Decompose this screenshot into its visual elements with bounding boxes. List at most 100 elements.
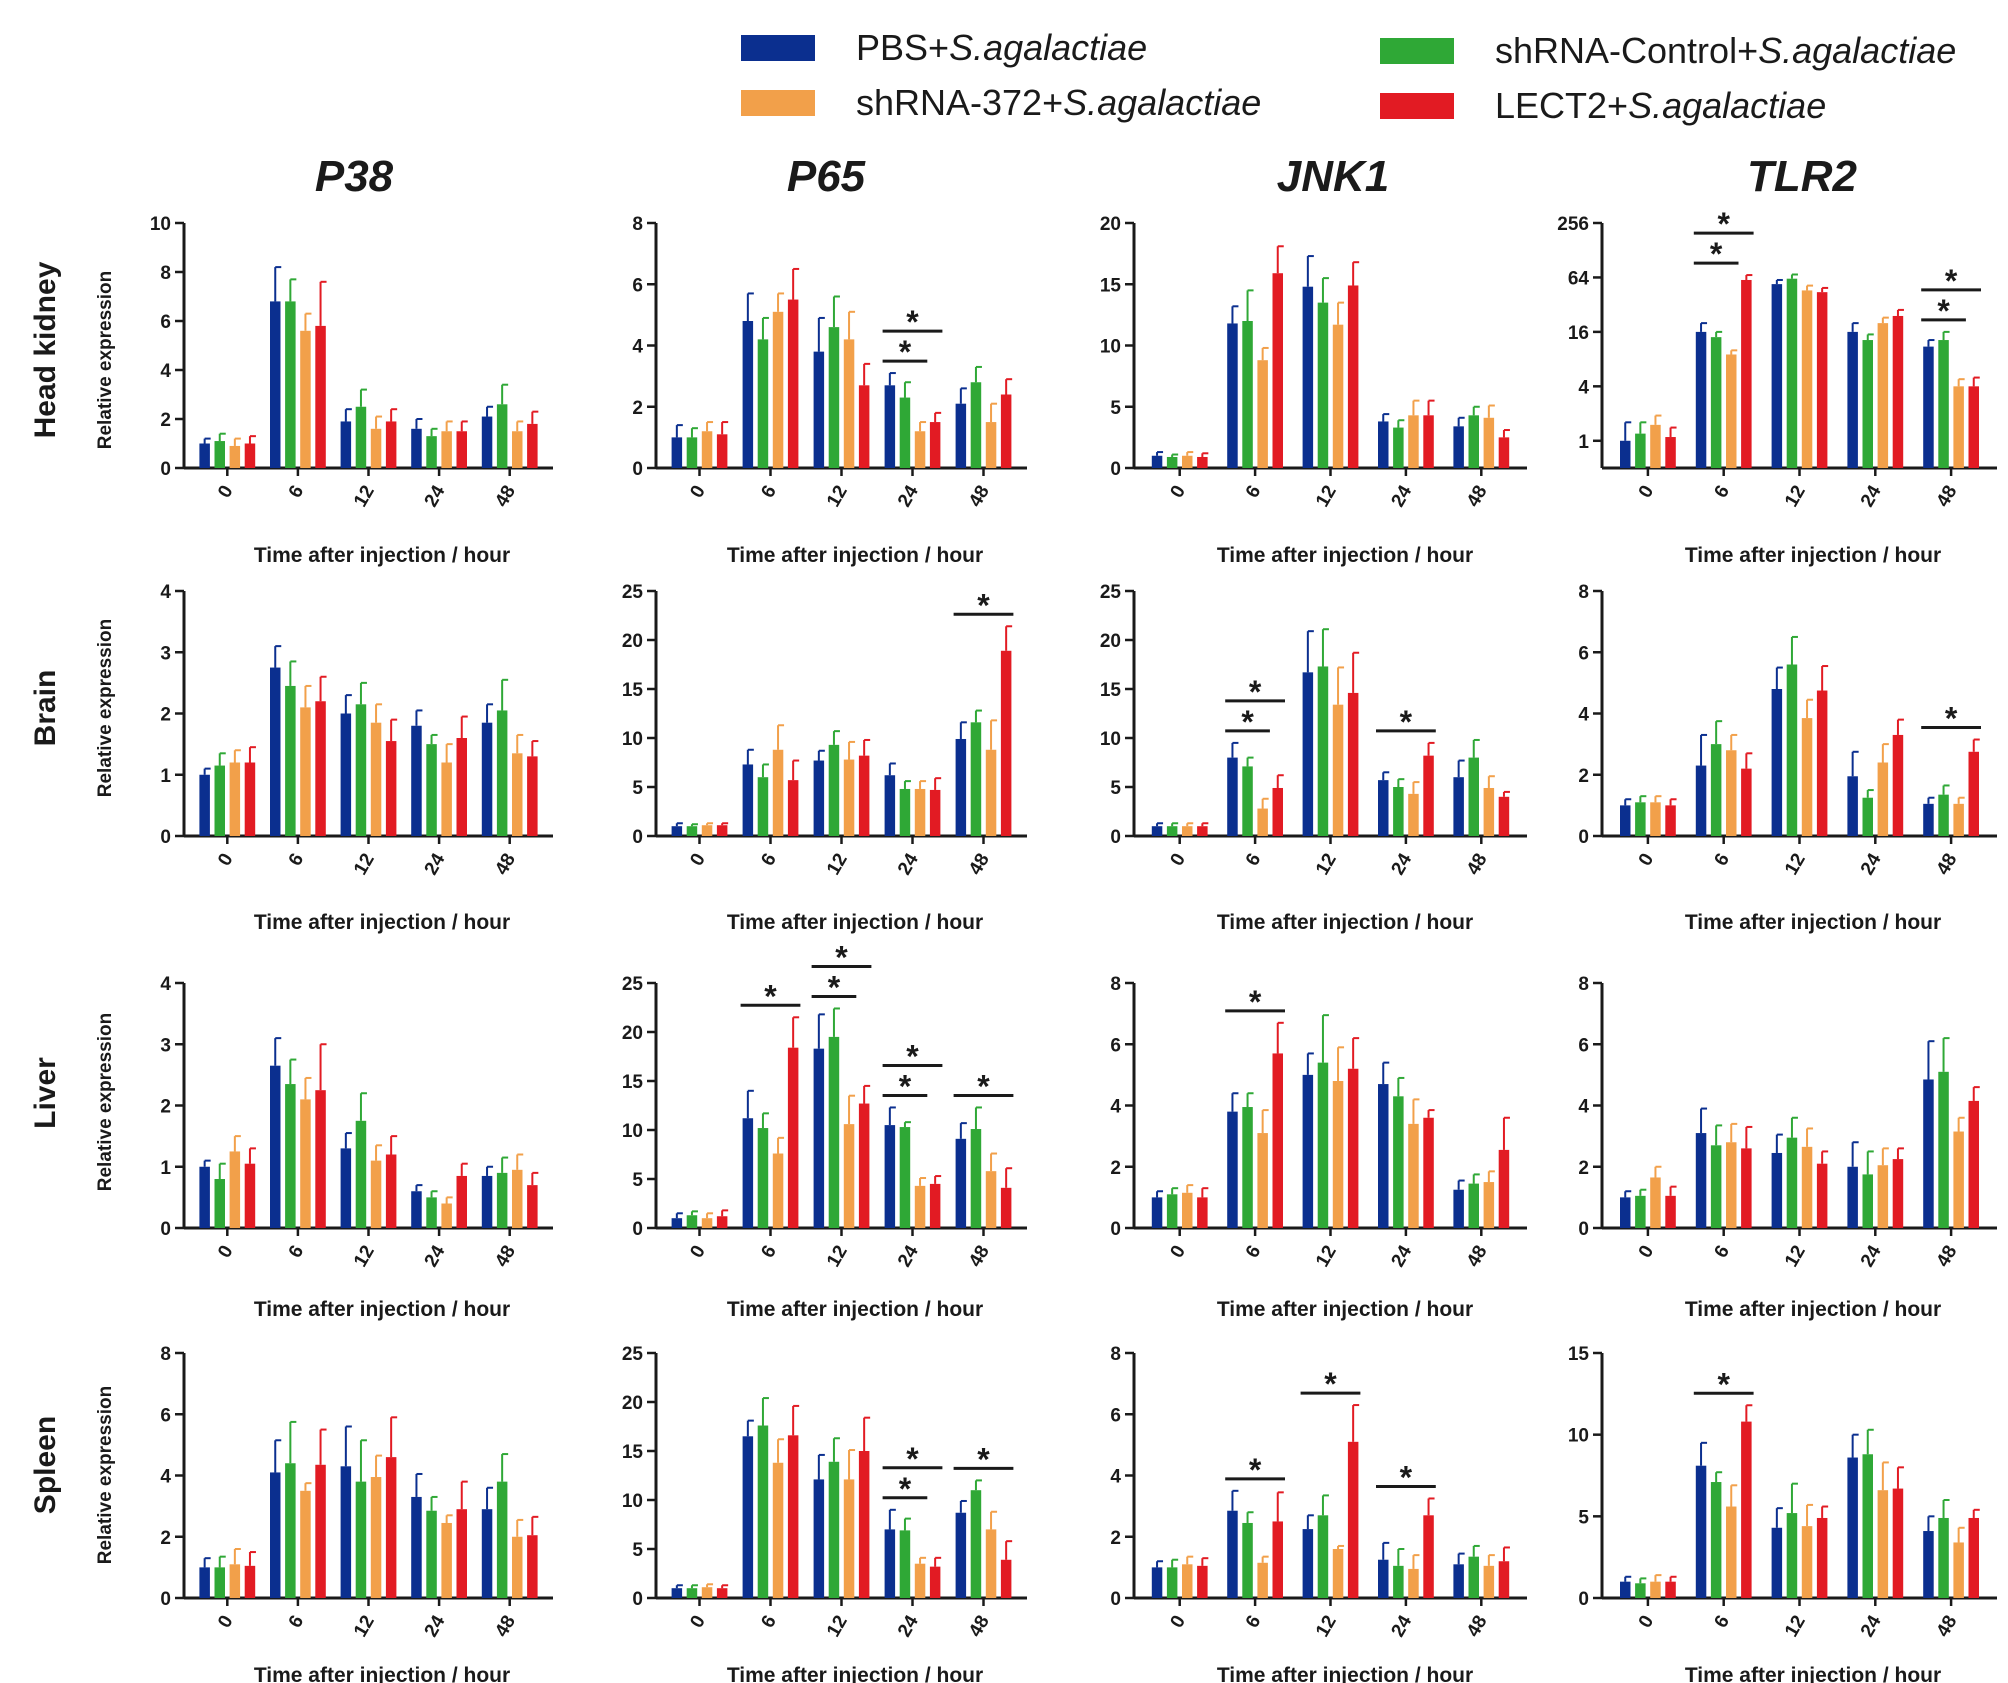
- bar-lect2: [1000, 650, 1012, 836]
- bar-shrna-372: [1650, 1177, 1661, 1228]
- y-tick-label: 10: [622, 1491, 643, 1512]
- y-tick-label: 0: [160, 1219, 171, 1240]
- bar-shrna-control: [1710, 337, 1722, 468]
- bar-shrna-372: [914, 788, 926, 836]
- legend-swatch-lect2: [1380, 93, 1454, 119]
- bar-lect2: [244, 443, 256, 468]
- significance-star: *: [1400, 704, 1413, 740]
- row-label-brain: Brain: [29, 670, 62, 747]
- x-tick-label: 6: [285, 1242, 308, 1262]
- xlabel-r4-c2: Time after injection / hour: [727, 1664, 983, 1683]
- y-tick-label: 5: [1110, 778, 1121, 799]
- bar-shrna-372: [512, 431, 523, 468]
- panel-r4-c4: 0 5 10 15 0 6 12 24 48 *: [1568, 1344, 1997, 1641]
- bar-lect2: [315, 1090, 326, 1228]
- bar-pbs: [884, 385, 896, 468]
- bar-shrna-372: [512, 1536, 523, 1598]
- ylabel-row-2: Relative expression: [95, 619, 116, 797]
- bar-shrna-control: [426, 744, 437, 836]
- y-tick-label: 8: [1110, 1344, 1121, 1365]
- bar-shrna-372: [772, 311, 784, 468]
- bar-pbs: [742, 1436, 754, 1598]
- bar-shrna-control: [214, 765, 225, 836]
- bar-pbs: [955, 1138, 967, 1228]
- bar-pbs: [1227, 757, 1238, 836]
- x-tick-label: 6: [285, 1612, 308, 1632]
- bar-shrna-control: [1635, 1195, 1646, 1228]
- svg-text:LECT2+S.agalactiae: LECT2+S.agalactiae: [1495, 85, 1826, 126]
- x-tick-label: 6: [757, 1612, 780, 1632]
- y-tick-label: 4: [1578, 705, 1589, 726]
- y-tick-label: 2: [632, 398, 643, 419]
- bar-shrna-control: [355, 1481, 367, 1598]
- x-tick-label: 24: [894, 1612, 923, 1641]
- gene-title-p38: P38: [315, 152, 394, 201]
- bar-lect2: [527, 1535, 538, 1598]
- gene-title-tlr2: TLR2: [1747, 152, 1858, 201]
- bar-shrna-372: [1726, 1142, 1737, 1228]
- bar-lect2: [1665, 1195, 1676, 1228]
- significance-star: *: [977, 1441, 990, 1477]
- x-tick-label: 6: [1711, 1612, 1734, 1632]
- bar-pbs: [813, 351, 825, 468]
- bar-lect2: [244, 1565, 256, 1598]
- x-tick-label: 12: [823, 850, 852, 879]
- x-tick-label: 12: [1312, 1242, 1341, 1271]
- bar-shrna-control: [1242, 766, 1253, 836]
- y-tick-label: 20: [622, 1393, 643, 1414]
- significance-star: *: [977, 1068, 990, 1104]
- bar-lect2: [1892, 734, 1904, 836]
- x-tick-label: 48: [1463, 482, 1492, 511]
- bar-lect2: [385, 741, 397, 836]
- bar-shrna-control: [1317, 666, 1329, 836]
- bar-lect2: [315, 325, 326, 468]
- xlabel-r2-c4: Time after injection / hour: [1685, 911, 1941, 934]
- y-tick-label: 0: [1110, 827, 1121, 848]
- x-tick-label: 12: [1781, 482, 1810, 511]
- bar-lect2: [858, 1451, 870, 1598]
- bar-shrna-372: [1182, 455, 1193, 468]
- bar-pbs: [1453, 777, 1464, 836]
- y-tick-label: 0: [1110, 1589, 1121, 1610]
- bar-shrna-372: [1877, 1490, 1889, 1598]
- bar-shrna-372: [1953, 1131, 1964, 1228]
- bar-lect2: [716, 825, 728, 836]
- bar-lect2: [1968, 751, 1979, 836]
- bar-shrna-372: [1257, 1133, 1268, 1228]
- bar-lect2: [527, 756, 538, 836]
- bar-shrna-372: [1332, 1549, 1344, 1598]
- bar-pbs: [1227, 323, 1238, 468]
- y-tick-label: 4: [160, 1467, 171, 1488]
- bar-shrna-control: [757, 1128, 769, 1228]
- bar-lect2: [787, 1047, 799, 1228]
- bar-shrna-372: [229, 445, 241, 468]
- bar-shrna-control: [1166, 1194, 1178, 1228]
- bar-shrna-372: [843, 1124, 855, 1228]
- bar-shrna-control: [1938, 1071, 1949, 1228]
- bar-lect2: [315, 1464, 326, 1598]
- y-tick-label: 2: [160, 1097, 171, 1118]
- x-tick-label: 12: [823, 482, 852, 511]
- bar-shrna-control: [1938, 1517, 1949, 1598]
- x-tick-label: 24: [421, 482, 450, 511]
- bar-shrna-372: [772, 749, 784, 836]
- bar-shrna-372: [229, 762, 241, 836]
- bar-lect2: [716, 1216, 728, 1228]
- bar-pbs: [671, 437, 683, 468]
- bar-shrna-372: [1801, 718, 1813, 836]
- x-tick-label: 48: [1933, 850, 1962, 879]
- bar-shrna-372: [229, 1151, 241, 1228]
- significance-star: *: [899, 1068, 912, 1104]
- bar-shrna-control: [285, 301, 296, 468]
- bar-shrna-372: [1726, 354, 1737, 468]
- significance-star: *: [1937, 293, 1950, 329]
- y-tick-label: 15: [1100, 680, 1122, 701]
- bar-shrna-control: [285, 1084, 296, 1228]
- significance-star: *: [828, 969, 841, 1005]
- bar-lect2: [456, 738, 467, 836]
- x-tick-label: 6: [285, 850, 308, 870]
- y-tick-label: 0: [1110, 1219, 1121, 1240]
- bar-pbs: [955, 1512, 967, 1598]
